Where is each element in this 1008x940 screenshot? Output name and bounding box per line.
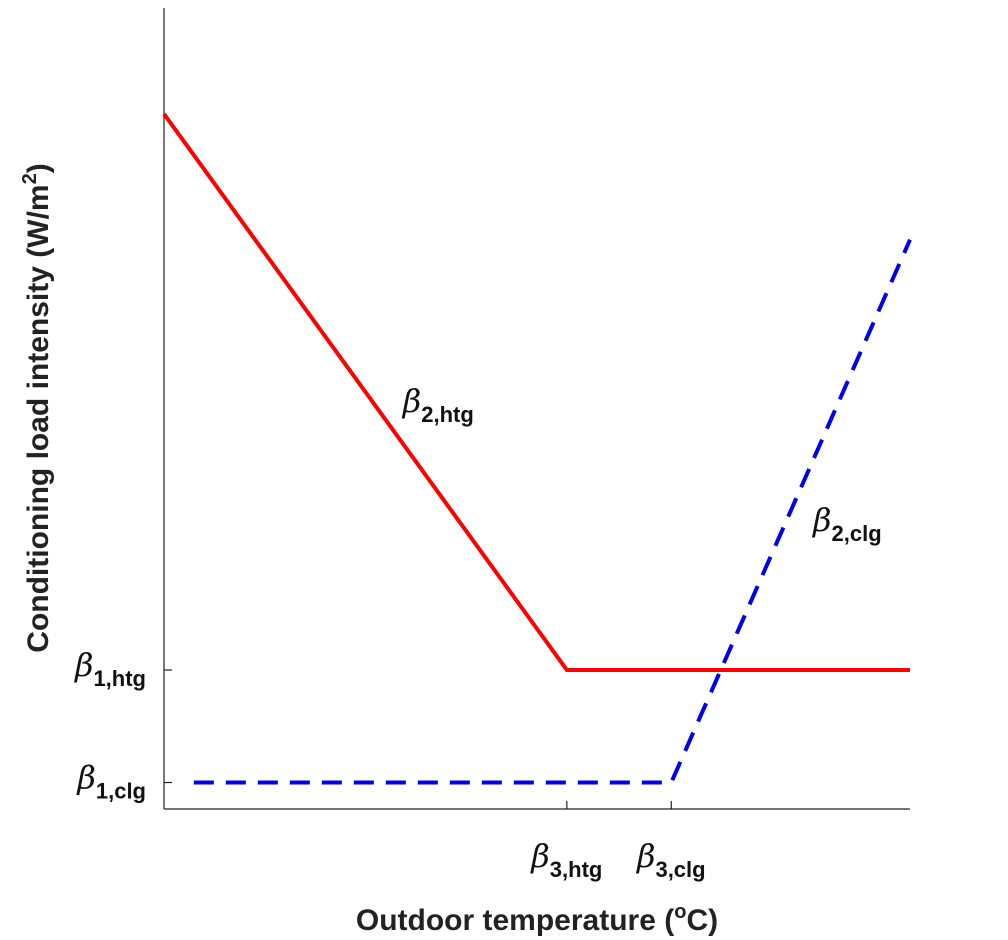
series-annotation-2: β2,clg bbox=[812, 501, 882, 546]
x-axis-title: Outdoor temperature (oC) bbox=[356, 901, 718, 937]
labels-layer: β2,htg β2,clg Outdoor temperature (oC) Cond… bbox=[19, 163, 882, 937]
y-tick-label-1: β1,htg bbox=[74, 646, 146, 691]
series-line-2 bbox=[193, 238, 912, 785]
x-tick-label-2: β3,clg bbox=[636, 837, 706, 882]
series-line-1 bbox=[162, 112, 910, 672]
y-axis-title: Conditioning load intensity (W/m2) bbox=[19, 163, 55, 652]
axes bbox=[163, 8, 910, 810]
y-tick-label-2: β1,clg bbox=[76, 759, 146, 804]
ticks-layer: β3,htg β3,clg β1,htg β1,clg bbox=[74, 646, 706, 882]
series-annotation-1: β2,htg bbox=[402, 382, 474, 427]
series-layer bbox=[162, 112, 912, 785]
x-tick-label-1: β3,htg bbox=[530, 837, 602, 882]
